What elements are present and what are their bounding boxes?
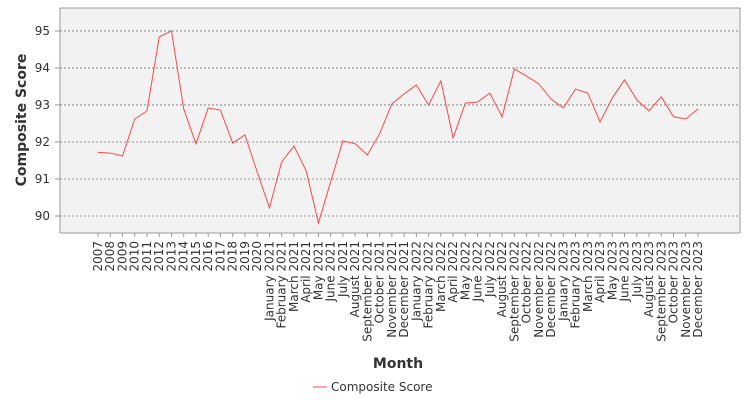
plot-area (59, 7, 741, 234)
x-tick-label: December 2021 (397, 241, 411, 338)
x-tick-label: July 2022 (483, 241, 497, 298)
x-tick-label: 2007 (91, 241, 105, 272)
x-tick-label: October 2022 (520, 241, 534, 323)
x-tick-label: June 2022 (471, 241, 485, 303)
x-tick-label: 2019 (238, 241, 252, 272)
x-axis-title: Month (373, 356, 423, 372)
x-tick-label: July 2023 (630, 241, 644, 298)
x-tick-label: March 2022 (434, 241, 448, 312)
x-tick-label: May 2021 (311, 241, 325, 300)
y-axis-title: Composite Score (14, 54, 30, 187)
x-tick-label: June 2023 (618, 241, 632, 303)
x-tick-label: January 2023 (556, 241, 570, 322)
x-tick-label: April 2021 (299, 241, 313, 303)
x-tick-label: November 2021 (385, 241, 399, 338)
x-tick-label: 2016 (201, 241, 215, 272)
x-tick-label: August 2021 (348, 241, 362, 317)
y-tick-label: 91 (35, 172, 50, 186)
x-tick-label: February 2023 (569, 241, 583, 329)
y-tick-label: 95 (35, 24, 50, 38)
x-tick-label: 2010 (128, 241, 142, 272)
y-tick-label: 93 (35, 98, 50, 112)
x-tick-label: 2009 (115, 241, 129, 272)
x-tick-label: January 2021 (262, 241, 276, 322)
x-tick-label: July 2021 (336, 241, 350, 298)
x-tick-label: October 2021 (373, 241, 387, 323)
x-tick-label: April 2023 (593, 241, 607, 303)
x-tick-label: November 2022 (532, 241, 546, 338)
x-tick-label: 2008 (103, 241, 117, 272)
x-tick-label: June 2021 (324, 241, 338, 303)
x-tick-label: February 2021 (275, 241, 289, 329)
x-tick-label: September 2021 (360, 241, 374, 342)
data-line (97, 30, 699, 225)
x-tick-label: 2012 (152, 241, 166, 272)
x-tick-label: November 2023 (679, 241, 693, 338)
y-tick-label: 90 (35, 209, 50, 223)
x-tick-label: 2011 (140, 241, 154, 272)
x-tick-label: September 2022 (507, 241, 521, 342)
x-tick-label: 2013 (164, 241, 178, 272)
x-tick-label: September 2023 (654, 241, 668, 342)
x-tick-label: August 2023 (642, 241, 656, 317)
x-tick-label: March 2021 (287, 241, 301, 312)
x-tick-label: May 2022 (458, 241, 472, 300)
x-tick-label: 2018 (226, 241, 240, 272)
x-tick-label: October 2023 (667, 241, 681, 323)
y-tick-label: 92 (35, 135, 50, 149)
x-tick-label: 2014 (177, 241, 191, 272)
x-tick-label: 2020 (250, 241, 264, 272)
x-tick-label: August 2022 (495, 241, 509, 317)
x-tick-label: January 2022 (409, 241, 423, 322)
y-tick-label: 94 (35, 61, 50, 75)
x-tick-label: December 2022 (544, 241, 558, 338)
legend-label: Composite Score (331, 380, 432, 394)
x-tick-label: February 2022 (422, 241, 436, 329)
x-tick-label: 2017 (213, 241, 227, 272)
x-tick-label: March 2023 (581, 241, 595, 312)
x-tick-label: December 2023 (691, 241, 705, 338)
x-tick-label: April 2022 (446, 241, 460, 303)
x-tick-label: May 2023 (605, 241, 619, 300)
x-tick-label: 2015 (189, 241, 203, 272)
